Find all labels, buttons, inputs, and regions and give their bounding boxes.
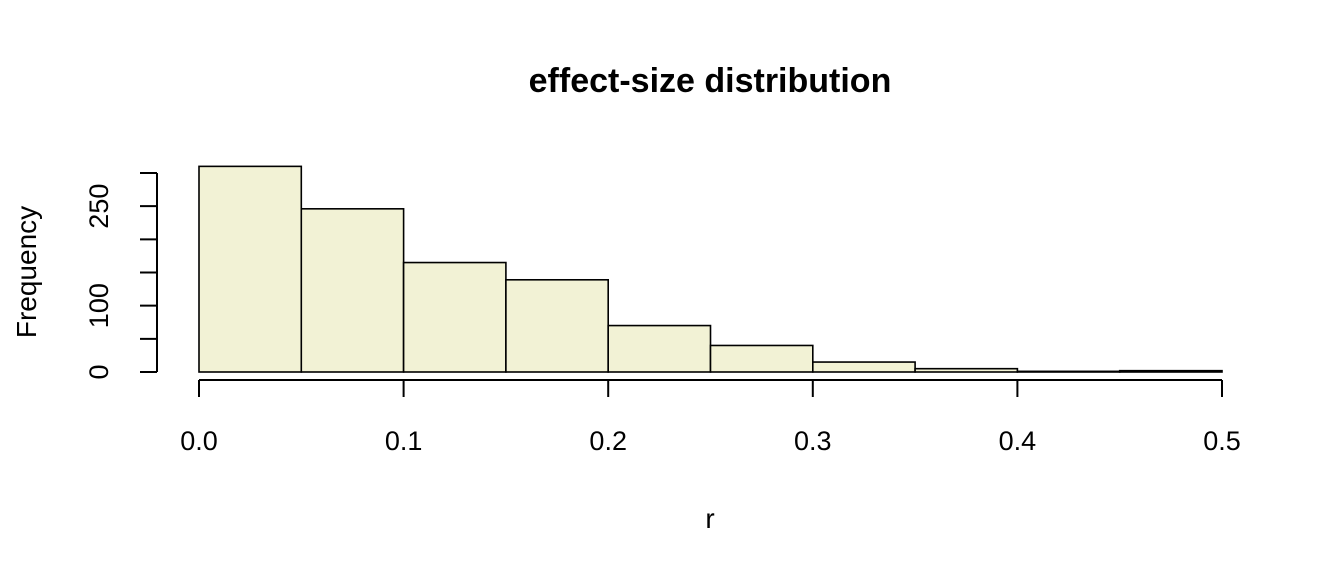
bars-group <box>198 165 1223 373</box>
y-axis-label: Frequency <box>11 206 42 338</box>
histogram-bar-7 <box>914 367 1019 373</box>
y-axis: 0 100 250 <box>84 172 158 380</box>
histogram-bar-8 <box>1016 370 1121 373</box>
y-tick-label-5: 250 <box>84 184 114 229</box>
histogram-bar-9 <box>1118 369 1223 373</box>
histogram-bar-4 <box>607 324 712 373</box>
y-tick-label-2: 100 <box>84 283 114 328</box>
x-tick-label-2: 0.2 <box>589 426 627 456</box>
chart-title: effect-size distribution <box>529 62 892 100</box>
x-axis-label: r <box>705 503 714 534</box>
histogram-bar-5 <box>709 344 814 373</box>
x-tick-label-1: 0.1 <box>385 426 423 456</box>
x-tick-label-4: 0.4 <box>999 426 1037 456</box>
x-tick-label-3: 0.3 <box>794 426 832 456</box>
x-axis: 0.0 0.1 0.2 0.3 0.4 0.5 <box>180 379 1241 456</box>
histogram-bar-6 <box>811 361 916 373</box>
y-tick-label-0: 0 <box>84 364 114 379</box>
histogram-bar-1 <box>300 208 405 373</box>
histogram-bar-0 <box>198 165 303 373</box>
histogram-bar-3 <box>505 278 609 373</box>
x-tick-label-5: 0.5 <box>1203 426 1241 456</box>
histogram-bar-2 <box>402 261 507 373</box>
x-tick-label-0: 0.0 <box>180 426 218 456</box>
